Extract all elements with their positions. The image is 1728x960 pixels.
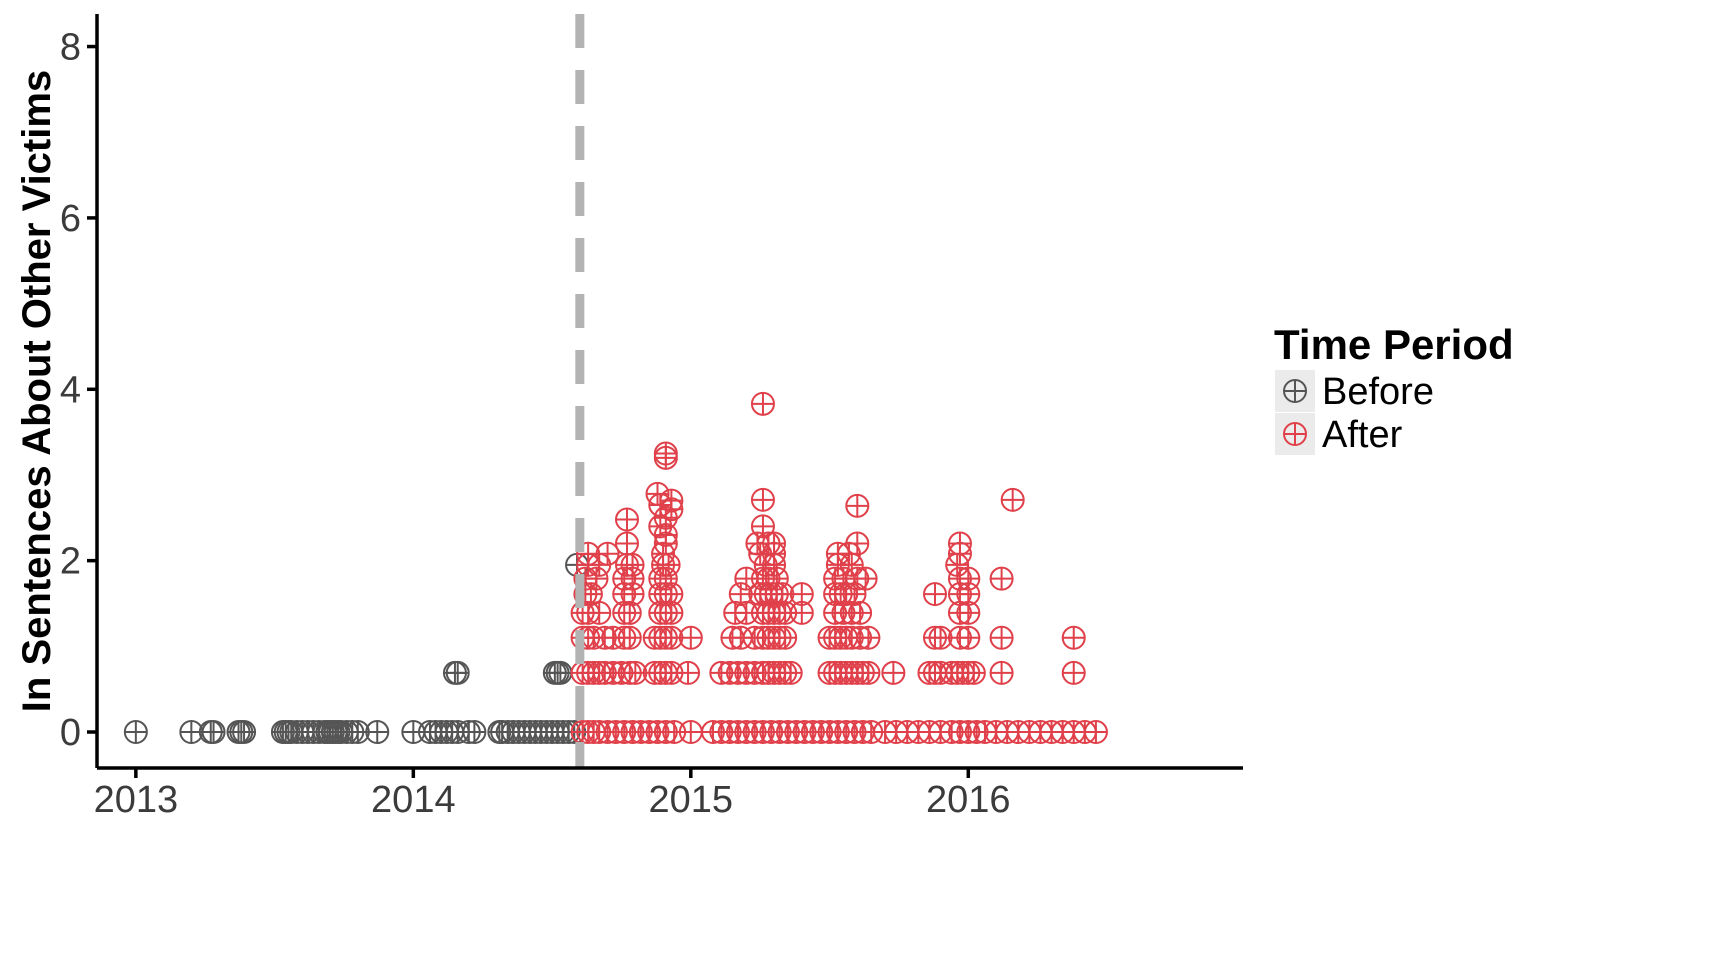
data-point — [845, 531, 870, 556]
y-axis-title: In Sentences About Other Victims — [15, 70, 59, 712]
series-before — [123, 552, 590, 745]
legend-label: Before — [1322, 371, 1434, 413]
data-point — [595, 541, 620, 566]
points-layer — [123, 391, 1108, 745]
x-tick-label: 2015 — [649, 779, 734, 821]
data-point — [762, 531, 787, 556]
data-point — [676, 660, 701, 685]
data-point — [1061, 625, 1086, 650]
data-point — [659, 488, 684, 513]
legend-item-before: Before — [1275, 370, 1434, 413]
data-point — [123, 720, 148, 745]
data-point — [778, 660, 803, 685]
data-point — [232, 720, 257, 745]
data-point — [614, 531, 639, 556]
data-point — [856, 660, 881, 685]
data-point — [947, 531, 972, 556]
data-point — [989, 625, 1014, 650]
data-point — [956, 625, 981, 650]
data-point — [462, 720, 487, 745]
y-tick-label: 4 — [60, 369, 81, 411]
y-ticks: 0 2 4 6 8 — [60, 27, 97, 754]
data-point — [653, 441, 678, 466]
y-tick-label: 6 — [60, 198, 81, 240]
x-tick-label: 2016 — [926, 779, 1011, 821]
data-point — [678, 720, 703, 745]
data-point — [989, 566, 1014, 591]
legend-label: After — [1322, 414, 1403, 456]
axes: 0 2 4 6 8 2013 2014 2015 2016 — [60, 14, 1243, 821]
data-point — [678, 625, 703, 650]
data-point — [750, 391, 775, 416]
data-point — [845, 493, 870, 518]
data-point — [201, 720, 226, 745]
data-point — [1000, 487, 1025, 512]
y-tick-label: 8 — [60, 27, 81, 69]
data-point — [773, 625, 798, 650]
legend-item-after: After — [1275, 413, 1403, 456]
data-point — [789, 582, 814, 607]
data-point — [1083, 720, 1108, 745]
data-point — [961, 660, 986, 685]
data-point — [848, 600, 873, 625]
y-tick-label: 0 — [60, 712, 81, 754]
data-point — [853, 566, 878, 591]
data-point — [645, 481, 670, 506]
data-point — [365, 720, 390, 745]
x-tick-label: 2013 — [94, 779, 179, 821]
data-point — [659, 582, 684, 607]
x-ticks: 2013 2014 2015 2016 — [94, 768, 1011, 821]
legend-marker-icon — [1283, 379, 1307, 403]
data-point — [856, 625, 881, 650]
legend-title: Time Period — [1274, 321, 1514, 368]
data-point — [764, 566, 789, 591]
data-point — [750, 487, 775, 512]
series-after — [570, 391, 1108, 745]
x-tick-label: 2014 — [371, 779, 456, 821]
data-point — [881, 660, 906, 685]
data-point — [617, 625, 642, 650]
legend-marker-icon — [1283, 422, 1307, 446]
data-point — [548, 660, 573, 685]
data-point — [445, 660, 470, 685]
data-point — [614, 507, 639, 532]
data-point — [956, 566, 981, 591]
y-tick-label: 2 — [60, 541, 81, 583]
data-point — [750, 514, 775, 539]
data-point — [1061, 660, 1086, 685]
data-point — [922, 582, 947, 607]
data-point — [620, 552, 645, 577]
data-point — [653, 566, 678, 591]
data-point — [989, 660, 1014, 685]
data-point — [842, 582, 867, 607]
